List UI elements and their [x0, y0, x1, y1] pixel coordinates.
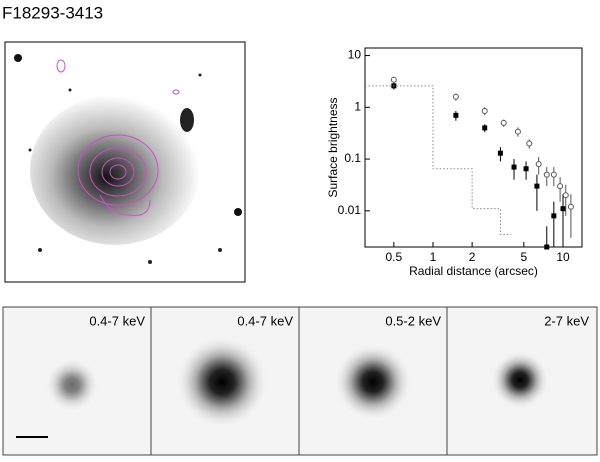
data-point	[511, 164, 517, 170]
data-point	[523, 166, 529, 172]
data-point	[452, 93, 459, 100]
x-tick-label: 10	[556, 250, 570, 264]
optical-image	[4, 41, 246, 283]
data-point	[526, 140, 533, 147]
data-point	[544, 244, 550, 250]
data-point	[562, 192, 569, 199]
data-point	[535, 161, 542, 168]
data-point	[551, 213, 557, 219]
data-point	[514, 128, 521, 135]
panel-label: 0.4-7 keV	[89, 313, 145, 328]
figure-title: F18293-3413	[2, 3, 103, 22]
x-tick-label: 5	[521, 250, 528, 264]
y-tick-label: 10	[348, 48, 362, 62]
psf-line	[365, 85, 512, 235]
x-tick-label: 1	[430, 250, 437, 264]
data-point	[550, 171, 557, 178]
data-point	[560, 206, 566, 212]
data-point	[543, 171, 550, 178]
panel-label: 2-7 keV	[544, 313, 589, 328]
data-point	[557, 183, 564, 190]
xray-panels	[2, 306, 598, 456]
data-point	[534, 183, 540, 189]
x-tick-label: 0.5	[386, 250, 403, 264]
x-axis-label: Radial distance (arcsec)	[409, 264, 538, 278]
y-axis-label: Surface brightness	[326, 97, 340, 197]
y-tick-label: 0.01	[338, 203, 362, 217]
y-tick-label: 1	[354, 99, 361, 113]
plot-frame	[364, 47, 583, 248]
data-point	[567, 203, 574, 210]
data-point	[497, 150, 503, 156]
data-point	[453, 112, 459, 118]
data-point	[390, 76, 397, 83]
x-tick-label: 2	[469, 250, 476, 264]
data-point	[500, 119, 507, 126]
data-point	[481, 107, 488, 114]
data-point	[482, 125, 488, 131]
panel-label: 0.4-7 keV	[237, 313, 293, 328]
y-tick-label: 0.1	[344, 151, 361, 165]
panel-label: 0.5-2 keV	[385, 313, 441, 328]
